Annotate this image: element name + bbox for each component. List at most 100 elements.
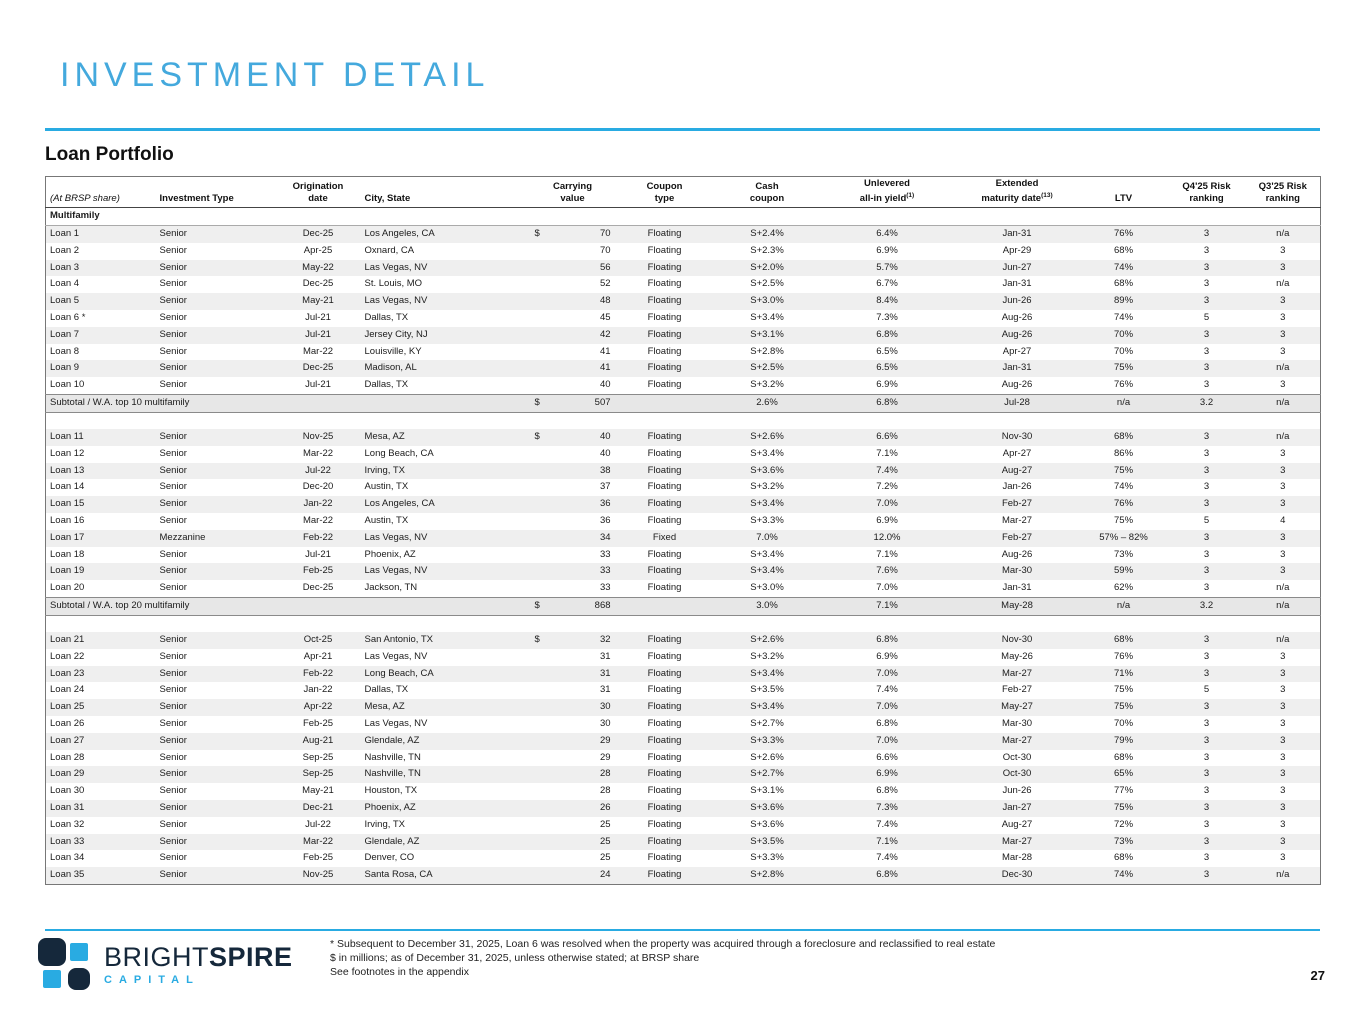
loan-cell: Senior [159,785,187,797]
loan-cell: Apr-25 [303,244,333,256]
loan-cell: 3 [1203,718,1210,730]
loan-cell: 3 [1203,447,1210,459]
loan-cell [530,360,553,378]
loan-row: Loan 30 Senior May-21 Houston, TX 28 Floating… [46,783,1321,800]
loan-cell: Loan 8 [50,345,80,357]
loan-row: Loan 20 Senior Dec-25 Jackson, TN 33 Floating… [46,580,1321,597]
loan-cell: Aug-21 [275,732,361,750]
loan-cell [531,243,553,260]
loan-cell: 3 [1245,665,1321,683]
loan-row: Loan 35 Senior Nov-25 Santa Rosa, CA 24 Float… [45,867,1321,885]
loan-cell: Floating [647,684,682,696]
loan-cell: Jul-21 [305,548,331,560]
loan-cell: Floating [647,785,682,797]
loan-cell: 6.9% [876,515,898,526]
loan-cell: Senior [155,360,276,378]
loan-cell: 73% [1079,833,1168,851]
loan-cell: Senior [159,481,187,493]
loan-portfolio-table-wrap: (At BRSP share) Investment Type Originati… [45,176,1322,886]
loan-cell: Floating [614,259,715,277]
loan-cell: 7.0% [819,699,955,717]
loan-cell: Floating [647,447,682,459]
loan-cell: Floating [647,345,682,357]
loan-cell: 65% [1079,766,1168,784]
loan-row: Loan 12 Senior Mar-22 Long Beach, CA 40 Float… [46,446,1321,463]
loan-cell: Floating [614,766,715,784]
loan-cell: 3 [1203,785,1210,797]
loan-cell: Apr-21 [303,650,333,662]
loan-cell: S+3.3% [750,515,784,526]
loan-cell: 5 [1203,684,1210,696]
loan-cell: n/a [1245,867,1321,885]
loan-cell: Las Vegas, NV [360,259,531,277]
loan-cell: S+2.6% [714,429,820,446]
loan-cell [531,783,553,800]
loan-cell: 3 [1245,259,1321,277]
loan-row: Loan 21 Senior Oct-25 San Antonio, TX $32 Flo… [45,632,1321,649]
subtotal-cell: n/a [1245,596,1321,616]
loan-cell: 7.1% [819,833,955,851]
loan-cell: Oct-30 [1002,751,1032,763]
subtotal-cell: 6.8% [819,393,955,413]
loan-cell: Loan 27 [45,732,156,750]
loan-cell: Floating [647,650,682,662]
loan-cell: Apr-29 [1002,244,1032,256]
loan-cell: Denver, CO [364,852,415,864]
loan-cell: Dec-20 [302,481,334,493]
loan-cell [530,259,553,277]
loan-cell: St. Louis, MO [364,278,423,290]
loan-cell: Jan-31 [954,360,1080,378]
loan-cell: S+3.4% [714,496,820,513]
loan-cell: 56 [552,259,615,277]
loan-cell: 26 [552,800,615,817]
column-header: (At BRSP share) [50,193,120,205]
loan-cell: Loan 11 [45,429,156,446]
footnote-line: $ in millions; as of December 31, 2025, … [330,952,700,964]
loan-table: (At BRSP share) Investment Type Originati… [45,176,1322,886]
loan-cell: 86% [1114,447,1134,459]
loan-cell [531,310,553,327]
loan-cell: 3 [1203,650,1210,662]
loan-cell: 7.4% [876,852,898,864]
loan-cell [530,326,553,344]
loan-cell [530,462,553,480]
loan-cell: Senior [155,563,276,581]
loan-cell: S+2.7% [750,718,784,730]
loan-cell: 62% [1114,582,1134,594]
loan-row: Loan 25 Senior Apr-22 Mesa, AZ 30 Floating S+3… [45,699,1321,717]
loan-cell: Feb-25 [302,852,334,864]
spacer-row [45,412,1321,430]
loan-cell: 41 [599,345,611,357]
loan-cell: 3 [1167,225,1246,243]
loan-cell: 74% [1114,481,1134,493]
loan-cell: Floating [647,481,682,493]
loan-cell: 3 [1167,429,1246,446]
loan-cell: Jun-26 [1002,785,1032,797]
column-header: Carrying value [552,181,593,205]
loan-cell: 75% [1114,684,1134,696]
loan-cell: 3 [1167,563,1246,581]
loan-cell: 68% [1114,852,1134,864]
loan-cell: 28 [552,766,615,784]
loan-cell [531,344,553,361]
loan-cell: Dec-25 [275,360,361,378]
loan-row: Loan 3 Senior May-22 Las Vegas, NV 56 Floatin… [45,259,1321,277]
loan-cell: 70 [599,244,611,256]
subtotal-cell: 3.2 [1167,393,1246,413]
loan-cell: S+2.0% [714,259,820,277]
loan-cell: 70% [1114,718,1134,730]
loan-row: Loan 13 Senior Jul-22 Irving, TX 38 Floating S… [45,462,1321,480]
loan-cell: Loan 12 [50,447,85,459]
column-header: Unlevered all-in yield(1) [859,178,915,205]
loan-cell: Loan 33 [45,833,156,851]
loan-cell: 25 [599,818,611,830]
loan-cell: 7.1% [876,548,898,560]
loan-cell: Long Beach, CA [360,665,531,683]
loan-cell: 38 [552,462,615,480]
loan-cell: 70% [1114,345,1134,357]
loan-cell: Mar-27 [954,732,1080,750]
loan-cell: Las Vegas, NV [364,650,428,662]
loan-row: Loan 15 Senior Jan-22 Los Angeles, CA 36 Floa… [45,496,1321,513]
loan-cell [531,682,553,699]
loan-cell: Loan 6 * [50,311,86,323]
